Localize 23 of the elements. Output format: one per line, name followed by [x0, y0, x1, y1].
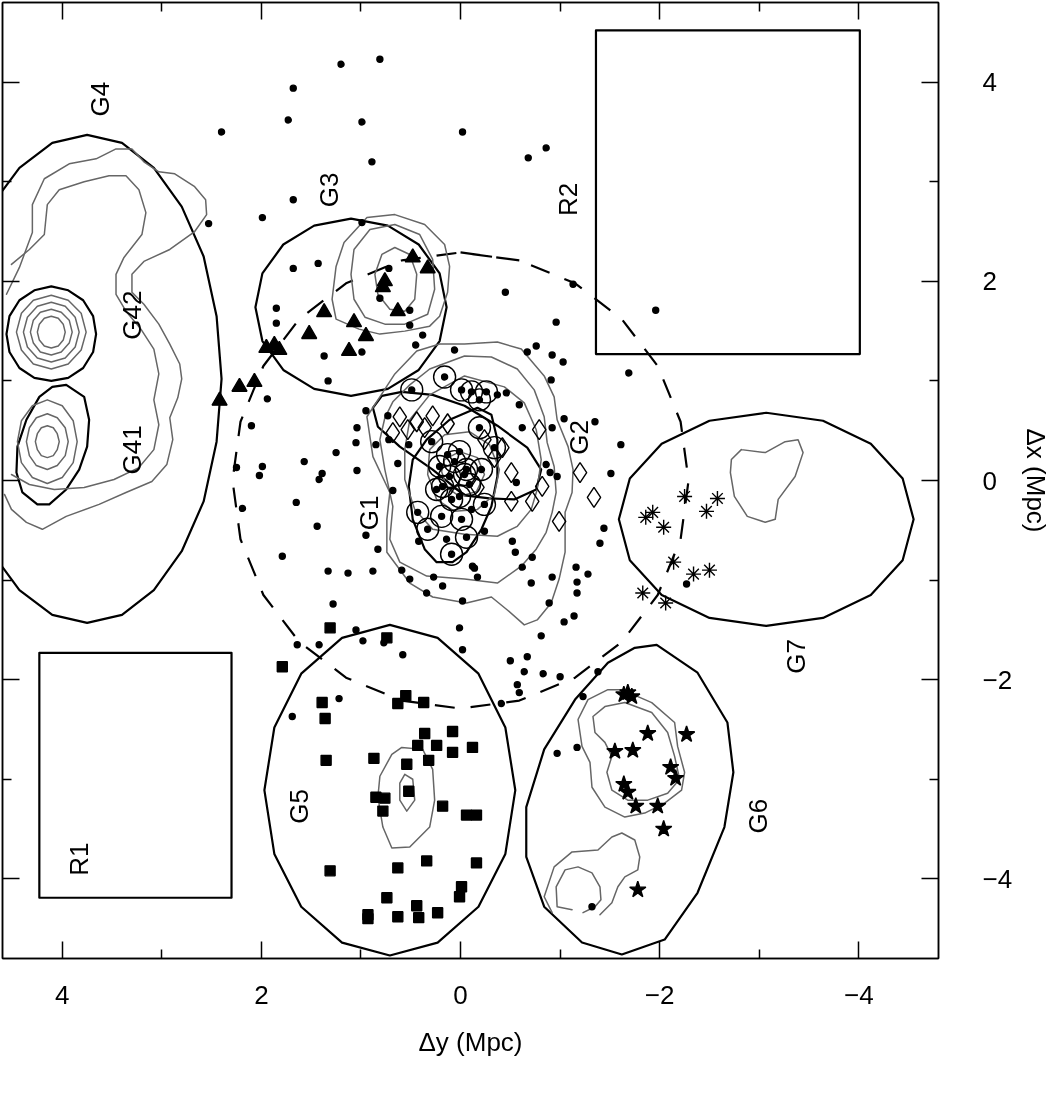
annotation: G42 [116, 290, 147, 340]
annotation: G4 [84, 81, 115, 117]
y-tick-label: 2 [982, 266, 997, 297]
x-tick-label: −4 [844, 979, 874, 1010]
annotation: G3 [314, 172, 345, 208]
annotation: G6 [742, 798, 773, 834]
annotation: G5 [284, 789, 315, 824]
x-axis-title: Δy (Mpc) [418, 1026, 523, 1057]
annotation: G2 [564, 420, 595, 455]
x-tick-label: 4 [55, 979, 70, 1010]
annotation: G1 [354, 495, 385, 531]
y-tick-label: −4 [982, 863, 1013, 894]
annotation: R2 [552, 182, 583, 217]
x-tick-label: 2 [254, 979, 269, 1010]
y-axis-title: Δx (Mpc) [1021, 428, 1052, 533]
x-tick-label: 0 [453, 979, 468, 1010]
y-tick-label: 0 [982, 465, 997, 496]
annotation: G7 [781, 639, 812, 674]
y-tick-label: 4 [982, 67, 997, 98]
x-tick-label: −2 [644, 979, 675, 1010]
annotation: R1 [64, 842, 95, 876]
annotation: G41 [116, 425, 147, 475]
y-tick-label: −2 [982, 664, 1013, 695]
